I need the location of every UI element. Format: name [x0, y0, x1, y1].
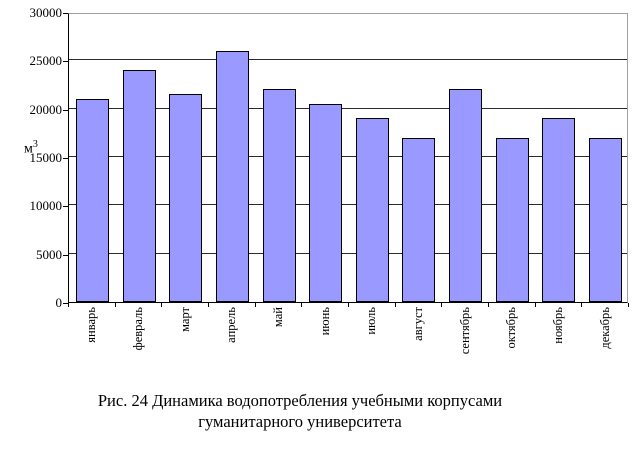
bar-октябрь — [496, 138, 529, 302]
bar-февраль — [123, 70, 156, 302]
y-axis-label-20000: 20000 — [29, 102, 63, 117]
x-axis-label-август: август — [411, 307, 425, 341]
x-tick-6 — [348, 303, 349, 307]
y-axis-label-15000: 15000 — [29, 150, 63, 165]
bar-ноябрь — [542, 118, 575, 302]
y-tick-25000 — [63, 61, 68, 62]
y-tick-5000 — [63, 255, 68, 256]
bar-январь — [76, 99, 109, 302]
x-tick-1 — [115, 303, 116, 307]
gridline-5000 — [69, 252, 627, 254]
bar-декабрь — [589, 138, 622, 302]
x-tick-0 — [68, 303, 69, 307]
x-tick-12 — [628, 303, 629, 307]
figure-caption-line1: Рис. 24 Динамика водопотребления учебным… — [97, 391, 503, 410]
y-tick-10000 — [63, 206, 68, 207]
figure-caption: Рис. 24 Динамика водопотребления учебным… — [0, 390, 600, 432]
x-axis-label-декабрь: декабрь — [598, 307, 612, 349]
y-axis-label-10000: 10000 — [29, 198, 63, 213]
bar-июнь — [309, 104, 342, 302]
x-axis-label-май: май — [271, 307, 285, 328]
x-tick-5 — [301, 303, 302, 307]
x-axis-label-июль: июль — [364, 307, 378, 335]
gridline-10000 — [69, 204, 627, 206]
bar-май — [263, 89, 296, 302]
bar-март — [169, 94, 202, 302]
bar-июль — [356, 118, 389, 302]
x-axis-label-ноябрь: ноябрь — [551, 307, 565, 344]
x-tick-7 — [395, 303, 396, 307]
x-tick-2 — [161, 303, 162, 307]
x-tick-11 — [581, 303, 582, 307]
y-axis-unit-base: м — [24, 141, 33, 157]
x-axis-label-январь: январь — [84, 307, 98, 343]
bar-август — [402, 138, 435, 302]
y-tick-20000 — [63, 110, 68, 111]
y-axis-label-5000: 5000 — [36, 247, 62, 262]
y-tick-0 — [63, 303, 68, 304]
x-tick-9 — [488, 303, 489, 307]
x-axis-label-октябрь: октябрь — [504, 307, 518, 349]
y-axis-label-25000: 25000 — [29, 53, 63, 68]
y-tick-15000 — [63, 158, 68, 159]
bar-сентябрь — [449, 89, 482, 302]
plot-area — [68, 13, 628, 303]
y-axis-label-0: 0 — [55, 295, 63, 310]
x-axis-label-апрель: апрель — [224, 307, 238, 343]
y-tick-30000 — [63, 13, 68, 14]
figure-caption-line2: гуманитарного университета — [198, 412, 402, 431]
x-tick-4 — [255, 303, 256, 307]
x-axis-label-февраль: февраль — [131, 307, 145, 351]
x-tick-10 — [535, 303, 536, 307]
x-tick-8 — [441, 303, 442, 307]
gridline-20000 — [69, 107, 627, 109]
y-axis-label-30000: 30000 — [29, 5, 63, 20]
y-axis-title: м3 — [24, 139, 38, 158]
gridline-15000 — [69, 156, 627, 157]
y-axis-unit-exponent: 3 — [32, 139, 38, 150]
gridline-25000 — [69, 59, 627, 61]
x-axis-label-июнь: июнь — [318, 307, 332, 336]
x-tick-3 — [208, 303, 209, 307]
x-axis-label-март: март — [178, 307, 192, 332]
x-axis-label-сентябрь: сентябрь — [458, 307, 472, 355]
bar-апрель — [216, 51, 249, 302]
